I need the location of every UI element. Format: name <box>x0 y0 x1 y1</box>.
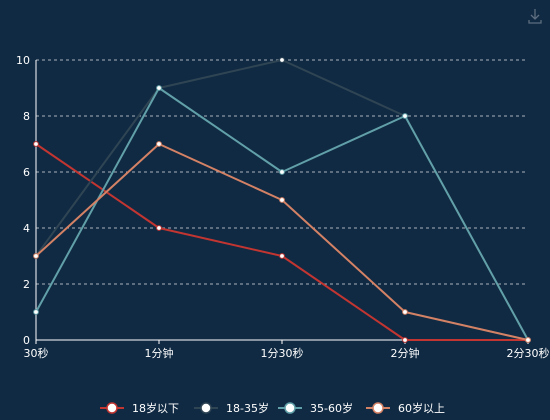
data-point[interactable] <box>156 85 162 91</box>
legend-item[interactable]: 18-35岁 <box>194 401 269 415</box>
download-icon <box>528 9 542 24</box>
legend-swatch-marker <box>200 402 212 414</box>
y-tick-label: 0 <box>23 334 30 347</box>
legend-label: 18-35岁 <box>226 401 269 415</box>
legend-swatch-marker <box>372 402 384 414</box>
x-tick-label: 2分钟 <box>391 346 420 360</box>
legend-label: 18岁以下 <box>132 401 179 415</box>
download-button[interactable] <box>528 9 542 24</box>
data-point[interactable] <box>402 337 408 343</box>
data-point[interactable] <box>33 253 39 259</box>
series-line <box>35 87 529 341</box>
series-group <box>33 141 531 343</box>
y-tick-label: 2 <box>23 278 30 291</box>
legend-swatch-marker <box>106 402 118 414</box>
data-point[interactable] <box>156 225 162 231</box>
data-point[interactable] <box>525 337 531 343</box>
x-tick-label: 30秒 <box>24 346 49 360</box>
data-point[interactable] <box>279 197 285 203</box>
y-tick-label: 8 <box>23 110 30 123</box>
series-group <box>33 85 531 343</box>
data-point[interactable] <box>33 141 39 147</box>
data-point[interactable] <box>402 113 408 119</box>
data-point[interactable] <box>402 309 408 315</box>
data-point[interactable] <box>279 253 285 259</box>
legend: 18岁以下 18-35岁 35-60岁 60岁以上 <box>100 401 445 415</box>
y-tick-label: 6 <box>23 166 30 179</box>
legend-label: 60岁以上 <box>398 401 445 415</box>
legend-label: 35-60岁 <box>310 401 353 415</box>
legend-item[interactable]: 35-60岁 <box>278 401 353 415</box>
x-tick-label: 1分钟 <box>145 346 174 360</box>
legend-item[interactable]: 18岁以下 <box>100 401 179 415</box>
data-point[interactable] <box>33 309 39 315</box>
legend-item[interactable]: 60岁以上 <box>366 401 445 415</box>
y-tick-label: 4 <box>23 222 30 235</box>
x-tick-label: 2分30秒 <box>507 346 550 360</box>
legend-swatch-marker <box>284 402 296 414</box>
data-point[interactable] <box>156 141 162 147</box>
x-tick-label: 1分30秒 <box>261 346 304 360</box>
data-point[interactable] <box>279 169 285 175</box>
axes: 0 2 4 6 8 10 30秒 1分钟 1分30秒 2分钟 2分30秒 <box>16 54 550 360</box>
series <box>33 57 531 343</box>
y-tick-label: 10 <box>16 54 30 67</box>
data-point[interactable] <box>279 57 285 63</box>
